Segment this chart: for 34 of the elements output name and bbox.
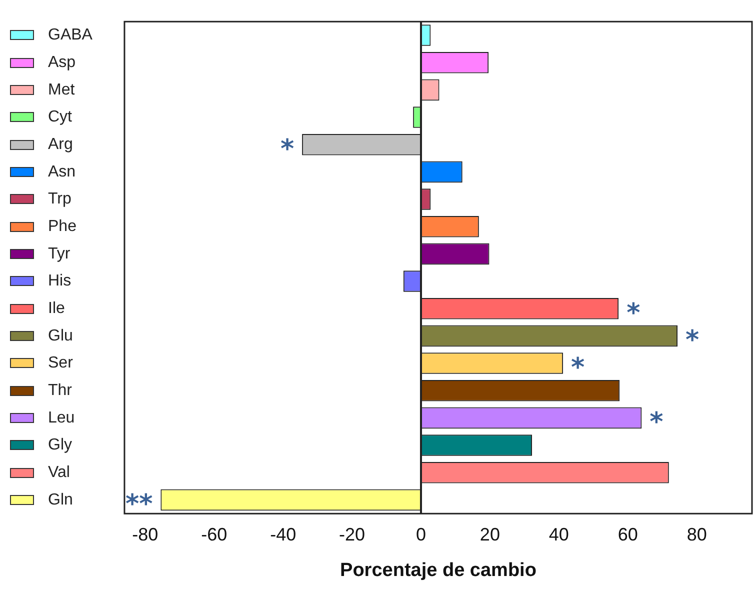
y-tick-label: His (48, 272, 72, 290)
y-tick-label: Gln (48, 491, 73, 508)
data-label: ** (125, 490, 154, 520)
x-tick-label: 20 (480, 524, 500, 544)
data-label: * (571, 353, 586, 384)
y-tick-label: Gly (48, 436, 72, 454)
y-tick-label: Ser (48, 354, 74, 372)
data-label: * (280, 134, 294, 164)
x-tick-label: -60 (201, 524, 228, 544)
y-tick-label: Tyr (48, 245, 71, 262)
y-tick-label: Arg (48, 136, 73, 154)
y-tick-label: Cyt (48, 108, 73, 126)
x-tick-label: 0 (416, 524, 426, 544)
x-tick-label: -40 (270, 524, 296, 544)
x-tick-label: -80 (132, 524, 158, 544)
x-tick-label: -20 (339, 524, 366, 544)
y-tick-label: Thr (48, 382, 73, 400)
y-tick-label: Val (48, 464, 70, 482)
y-tick-label: Met (48, 81, 76, 98)
y-tick-label: Asp (48, 54, 76, 72)
x-tick-label: 80 (686, 524, 707, 544)
data-label: * (686, 326, 700, 356)
y-tick-label: Ile (48, 300, 65, 318)
y-tick-label: Trp (48, 190, 72, 208)
y-tick-label: Leu (48, 409, 75, 426)
data-label: * (650, 408, 664, 438)
y-tick-label: Phe (48, 218, 77, 236)
x-tick-label: 60 (618, 524, 638, 544)
y-tick-label: Asn (48, 163, 76, 180)
x-tick-label: 40 (548, 524, 569, 544)
data-label: * (626, 298, 641, 328)
y-tick-label: GABA (48, 26, 93, 44)
y-tick-label: Glu (48, 327, 73, 344)
x-axis-title: Porcentaje de cambio (340, 560, 536, 581)
